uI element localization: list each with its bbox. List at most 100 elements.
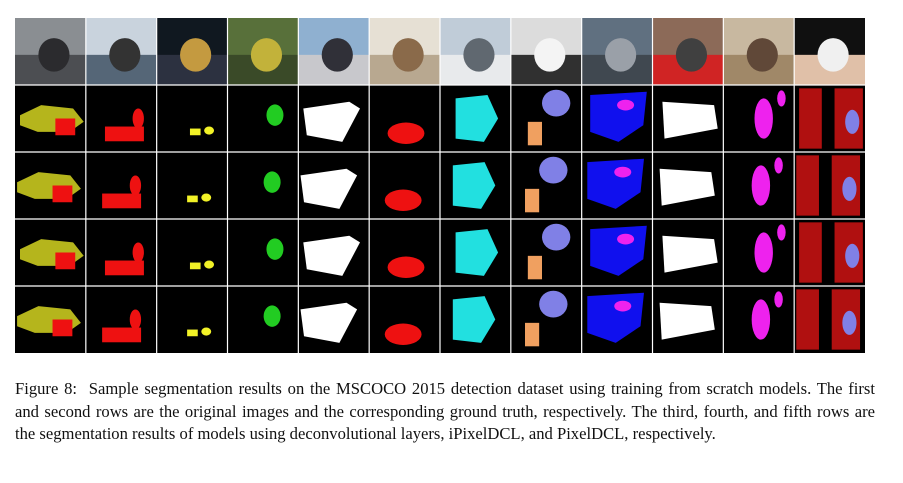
- segmentation-figure: [15, 18, 865, 353]
- mask-white: [659, 168, 715, 206]
- mask-red: [384, 189, 422, 211]
- cell-night-street-r3: [189, 260, 215, 270]
- cell-tennis-players-r3: [799, 222, 863, 283]
- cell-studio-chair-r4: [525, 290, 568, 347]
- photo-subject: [392, 38, 424, 72]
- figure-caption: Figure 8: Sample segmentation results on…: [15, 378, 875, 446]
- mask-white: [659, 302, 715, 340]
- cell-studio-chair-r1: [527, 89, 571, 146]
- photo-subject: [109, 38, 141, 72]
- mask-white: [303, 235, 360, 276]
- mask-darkred: [796, 289, 819, 350]
- row-4: [17, 289, 861, 350]
- photo-subject: [250, 38, 283, 72]
- mask-magenta: [614, 300, 632, 312]
- mask-darkred: [799, 222, 822, 283]
- photo-subject: [605, 38, 637, 72]
- mask-magenta: [754, 232, 773, 273]
- photo-subject: [675, 38, 708, 72]
- mask-darkred: [799, 88, 822, 149]
- mask-magenta: [614, 166, 632, 178]
- cell-bus-r0: [440, 18, 511, 85]
- cell-harbor-bench-r4: [102, 309, 142, 343]
- mask-cyan: [452, 296, 496, 343]
- mask-blue: [587, 158, 644, 209]
- mask-cyan: [455, 229, 499, 276]
- mask-red: [55, 118, 76, 136]
- mask-yellow: [187, 329, 198, 337]
- cell-bird-r1: [266, 104, 284, 126]
- mask-blue: [590, 225, 647, 276]
- mask-red: [132, 108, 144, 129]
- mask-yellow: [201, 193, 212, 202]
- cell-locomotive-r1: [662, 101, 718, 139]
- cell-train-r1: [303, 101, 360, 142]
- mask-green: [266, 238, 284, 260]
- mask-red: [104, 260, 144, 276]
- cell-cat-r4: [587, 292, 644, 343]
- cell-dog-r1: [754, 90, 786, 139]
- cell-bus-r1: [455, 95, 499, 142]
- mask-peach: [527, 121, 542, 146]
- mask-red: [384, 323, 422, 345]
- cell-room-bench-r0: [369, 18, 440, 85]
- mask-red: [52, 185, 73, 203]
- cell-dog-r2: [751, 157, 783, 206]
- cell-locomotive-r2: [659, 168, 715, 206]
- caption-label: Figure 8:: [15, 379, 77, 398]
- cell-train-r2: [300, 168, 358, 209]
- cell-bus-r4: [452, 296, 496, 343]
- cell-bird-r0: [227, 18, 299, 85]
- photo-subject: [321, 38, 353, 72]
- cell-room-bench-r2: [384, 189, 422, 211]
- cell-night-street-r2: [187, 193, 212, 203]
- cell-dog-r3: [754, 224, 786, 273]
- cell-cat-r1: [590, 91, 647, 142]
- mask-lavender: [542, 89, 571, 117]
- cell-bus-r2: [452, 162, 496, 209]
- mask-red: [129, 309, 142, 330]
- mask-red: [55, 252, 76, 270]
- mask-darkred: [796, 155, 819, 216]
- cell-harbor-bench-r1: [104, 108, 144, 142]
- mask-peach: [527, 255, 542, 280]
- mask-magenta: [774, 157, 783, 174]
- cell-street-r2: [17, 172, 81, 203]
- cell-bird-r4: [263, 305, 281, 327]
- row-0: [15, 18, 865, 85]
- mask-green: [263, 305, 281, 327]
- mask-yellow: [204, 260, 215, 269]
- mask-white: [300, 302, 358, 343]
- cell-dog-r0: [723, 18, 795, 85]
- mask-lavender: [845, 243, 860, 268]
- photo-subject: [817, 38, 849, 72]
- cell-harbor-bench-r0: [85, 18, 157, 85]
- cell-room-bench-r4: [384, 323, 422, 345]
- cell-night-street-r4: [187, 327, 212, 337]
- mask-yellow: [187, 195, 198, 203]
- mask-white: [303, 101, 360, 142]
- cell-night-street-r1: [189, 126, 215, 136]
- cell-train-r3: [303, 235, 360, 276]
- mask-magenta: [777, 90, 786, 107]
- cell-locomotive-r0: [652, 18, 724, 85]
- mask-white: [662, 101, 718, 139]
- mask-white: [662, 235, 718, 273]
- cell-tennis-players-r2: [796, 155, 861, 216]
- mask-magenta: [617, 99, 635, 111]
- cell-tennis-players-r0: [794, 18, 865, 85]
- mask-red: [104, 126, 144, 142]
- cell-dog-r4: [751, 291, 783, 340]
- cell-locomotive-r4: [659, 302, 715, 340]
- cell-studio-chair-r0: [510, 18, 582, 85]
- row-1: [20, 88, 863, 149]
- mask-cyan: [452, 162, 496, 209]
- mask-blue: [590, 91, 647, 142]
- photo-subject: [746, 38, 778, 72]
- mask-red: [52, 319, 73, 337]
- row-2: [17, 155, 861, 216]
- cell-studio-chair-r2: [525, 156, 568, 213]
- cell-cat-r3: [590, 225, 647, 276]
- mask-yellow: [189, 128, 201, 136]
- mask-lavender: [842, 176, 857, 201]
